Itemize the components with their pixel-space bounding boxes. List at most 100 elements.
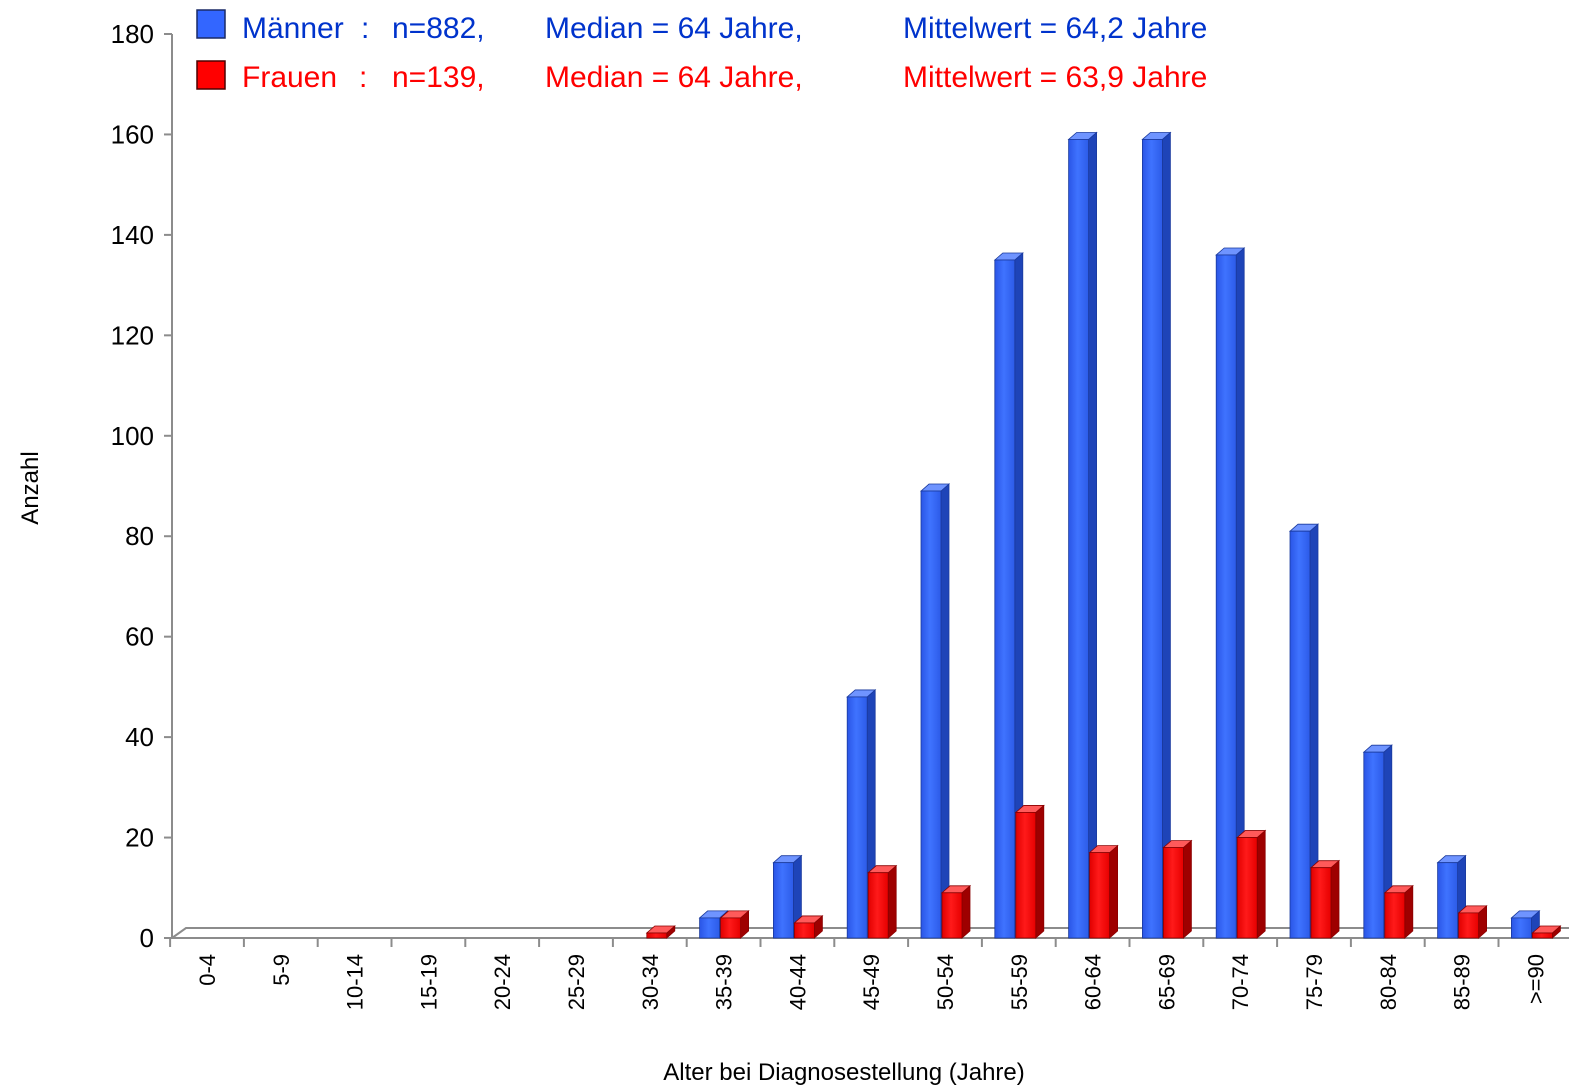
legend-label-frauen-suffix: : [359, 61, 367, 94]
x-tick-label: 45-49 [859, 954, 884, 1010]
legend-mean-maenner: Mittelwert = 64,2 Jahre [903, 12, 1207, 45]
y-tick-label: 140 [111, 220, 154, 250]
x-tick-label: 85-89 [1450, 954, 1475, 1010]
y-tick-label: 160 [111, 119, 154, 149]
bar-side [1088, 131, 1097, 939]
bar-front [1363, 751, 1385, 939]
bar-frauen-60-64 [1088, 844, 1119, 939]
bar-frauen-35-39 [719, 910, 750, 939]
legend-label-maenner-suffix: : [361, 12, 369, 45]
bar-front [1289, 530, 1311, 939]
y-tick-label: 20 [125, 823, 154, 853]
bar-front [1015, 812, 1037, 939]
bar-front [1437, 862, 1458, 939]
bar-front [920, 490, 942, 939]
bar-maenner-65-69 [1141, 131, 1172, 939]
bar-front [1089, 852, 1110, 939]
x-tick-label: 55-59 [1007, 954, 1032, 1010]
bar-maenner-50-54 [919, 483, 951, 939]
bar-frauen->=90 [1531, 925, 1562, 939]
y-tick-label: 120 [111, 320, 154, 350]
legend: Männer : n=882, Median = 64 Jahre, Mitte… [196, 9, 1207, 94]
bar-front [1532, 932, 1553, 939]
bar-side [1109, 844, 1118, 939]
legend-median-frauen: Median = 64 Jahre, [545, 61, 803, 94]
bar-side [1256, 829, 1266, 939]
x-tick-label: 0-4 [195, 954, 220, 986]
bar-maenner-70-74 [1215, 247, 1246, 939]
x-tick-label: 5-9 [269, 954, 294, 986]
bar-side [1183, 839, 1192, 939]
x-tick-label: 35-39 [712, 954, 737, 1010]
x-tick-label: 60-64 [1081, 954, 1106, 1010]
legend-median-maenner: Median = 64 Jahre, [545, 12, 803, 45]
bar-maenner-75-79 [1288, 523, 1320, 939]
bar-front [1215, 254, 1237, 939]
y-tick-label: 180 [111, 19, 154, 49]
bar-front [941, 892, 963, 939]
x-tick-label: 70-74 [1228, 954, 1253, 1010]
y-tick-label: 100 [111, 421, 154, 451]
x-axis-label: Alter bei Diagnosestellung (Jahre) [663, 1059, 1025, 1085]
x-tick-label: 30-34 [638, 954, 663, 1010]
bar-front [699, 917, 720, 939]
legend-swatch-maenner [196, 9, 226, 39]
bar-frauen-55-59 [1014, 804, 1045, 939]
x-tick-label: 80-84 [1376, 954, 1401, 1010]
bar-front [1310, 867, 1332, 939]
bar-maenner-40-44 [772, 854, 803, 939]
legend-label-frauen: Frauen [242, 61, 337, 94]
bar-front [867, 872, 889, 939]
x-tick-label: >=90 [1523, 954, 1548, 1004]
y-tick-label: 40 [125, 722, 154, 752]
legend-n-frauen: n=139, [392, 61, 485, 94]
legend-item-maenner: Männer : n=882, Median = 64 Jahre, Mitte… [196, 9, 1207, 45]
bar-front [773, 862, 794, 939]
bar-side [1035, 804, 1045, 939]
bar-side [887, 864, 897, 939]
x-tick-label: 10-14 [343, 954, 368, 1010]
y-axis-label: Anzahl [17, 451, 44, 524]
x-tick-label: 65-69 [1154, 954, 1179, 1010]
bar-frauen-45-49 [867, 864, 898, 939]
bar-side [961, 884, 971, 939]
bar-front [846, 696, 868, 939]
bar-maenner-60-64 [1067, 131, 1098, 939]
bar-front [1511, 917, 1532, 939]
bar-front [1236, 837, 1258, 939]
bar-front [1142, 139, 1163, 939]
bar-side [1162, 131, 1171, 939]
bars [645, 131, 1562, 939]
y-tick-label: 60 [125, 622, 154, 652]
bar-side [1330, 859, 1340, 939]
legend-mean-frauen: Mittelwert = 63,9 Jahre [903, 61, 1207, 94]
x-tick-label: 75-79 [1302, 954, 1327, 1010]
bar-frauen-85-89 [1457, 905, 1488, 939]
legend-label-maenner: Männer [242, 12, 344, 45]
bar-frauen-80-84 [1383, 884, 1414, 939]
x-tick-label: 15-19 [416, 954, 441, 1010]
bar-frauen-30-34 [645, 925, 676, 939]
bar-front [1384, 892, 1406, 939]
bar-side [940, 483, 950, 939]
bar-front [1068, 139, 1089, 939]
bar-side [1404, 884, 1414, 939]
axes: 0 20 40 60 80 100 120 140 160 180 0-4 5-9 10-14 15-19… [111, 19, 1569, 1010]
bar-frauen-65-69 [1162, 839, 1193, 939]
legend-n-maenner: n=882, [392, 12, 485, 45]
x-tick-label: 50-54 [933, 954, 958, 1010]
x-tick-label: 20-24 [490, 954, 515, 1010]
bar-front [1163, 847, 1184, 939]
x-tick-label: 25-29 [564, 954, 589, 1010]
x-tick-label: 40-44 [785, 954, 810, 1010]
bar-front [994, 259, 1016, 939]
bar-frauen-50-54 [940, 884, 972, 939]
bar-frauen-70-74 [1236, 829, 1267, 939]
bar-front [794, 922, 815, 939]
bar-front [646, 932, 668, 939]
bar-front [720, 917, 741, 939]
bar-frauen-75-79 [1309, 859, 1341, 939]
y-tick-label: 0 [140, 923, 154, 953]
bar-frauen-40-44 [793, 915, 824, 939]
